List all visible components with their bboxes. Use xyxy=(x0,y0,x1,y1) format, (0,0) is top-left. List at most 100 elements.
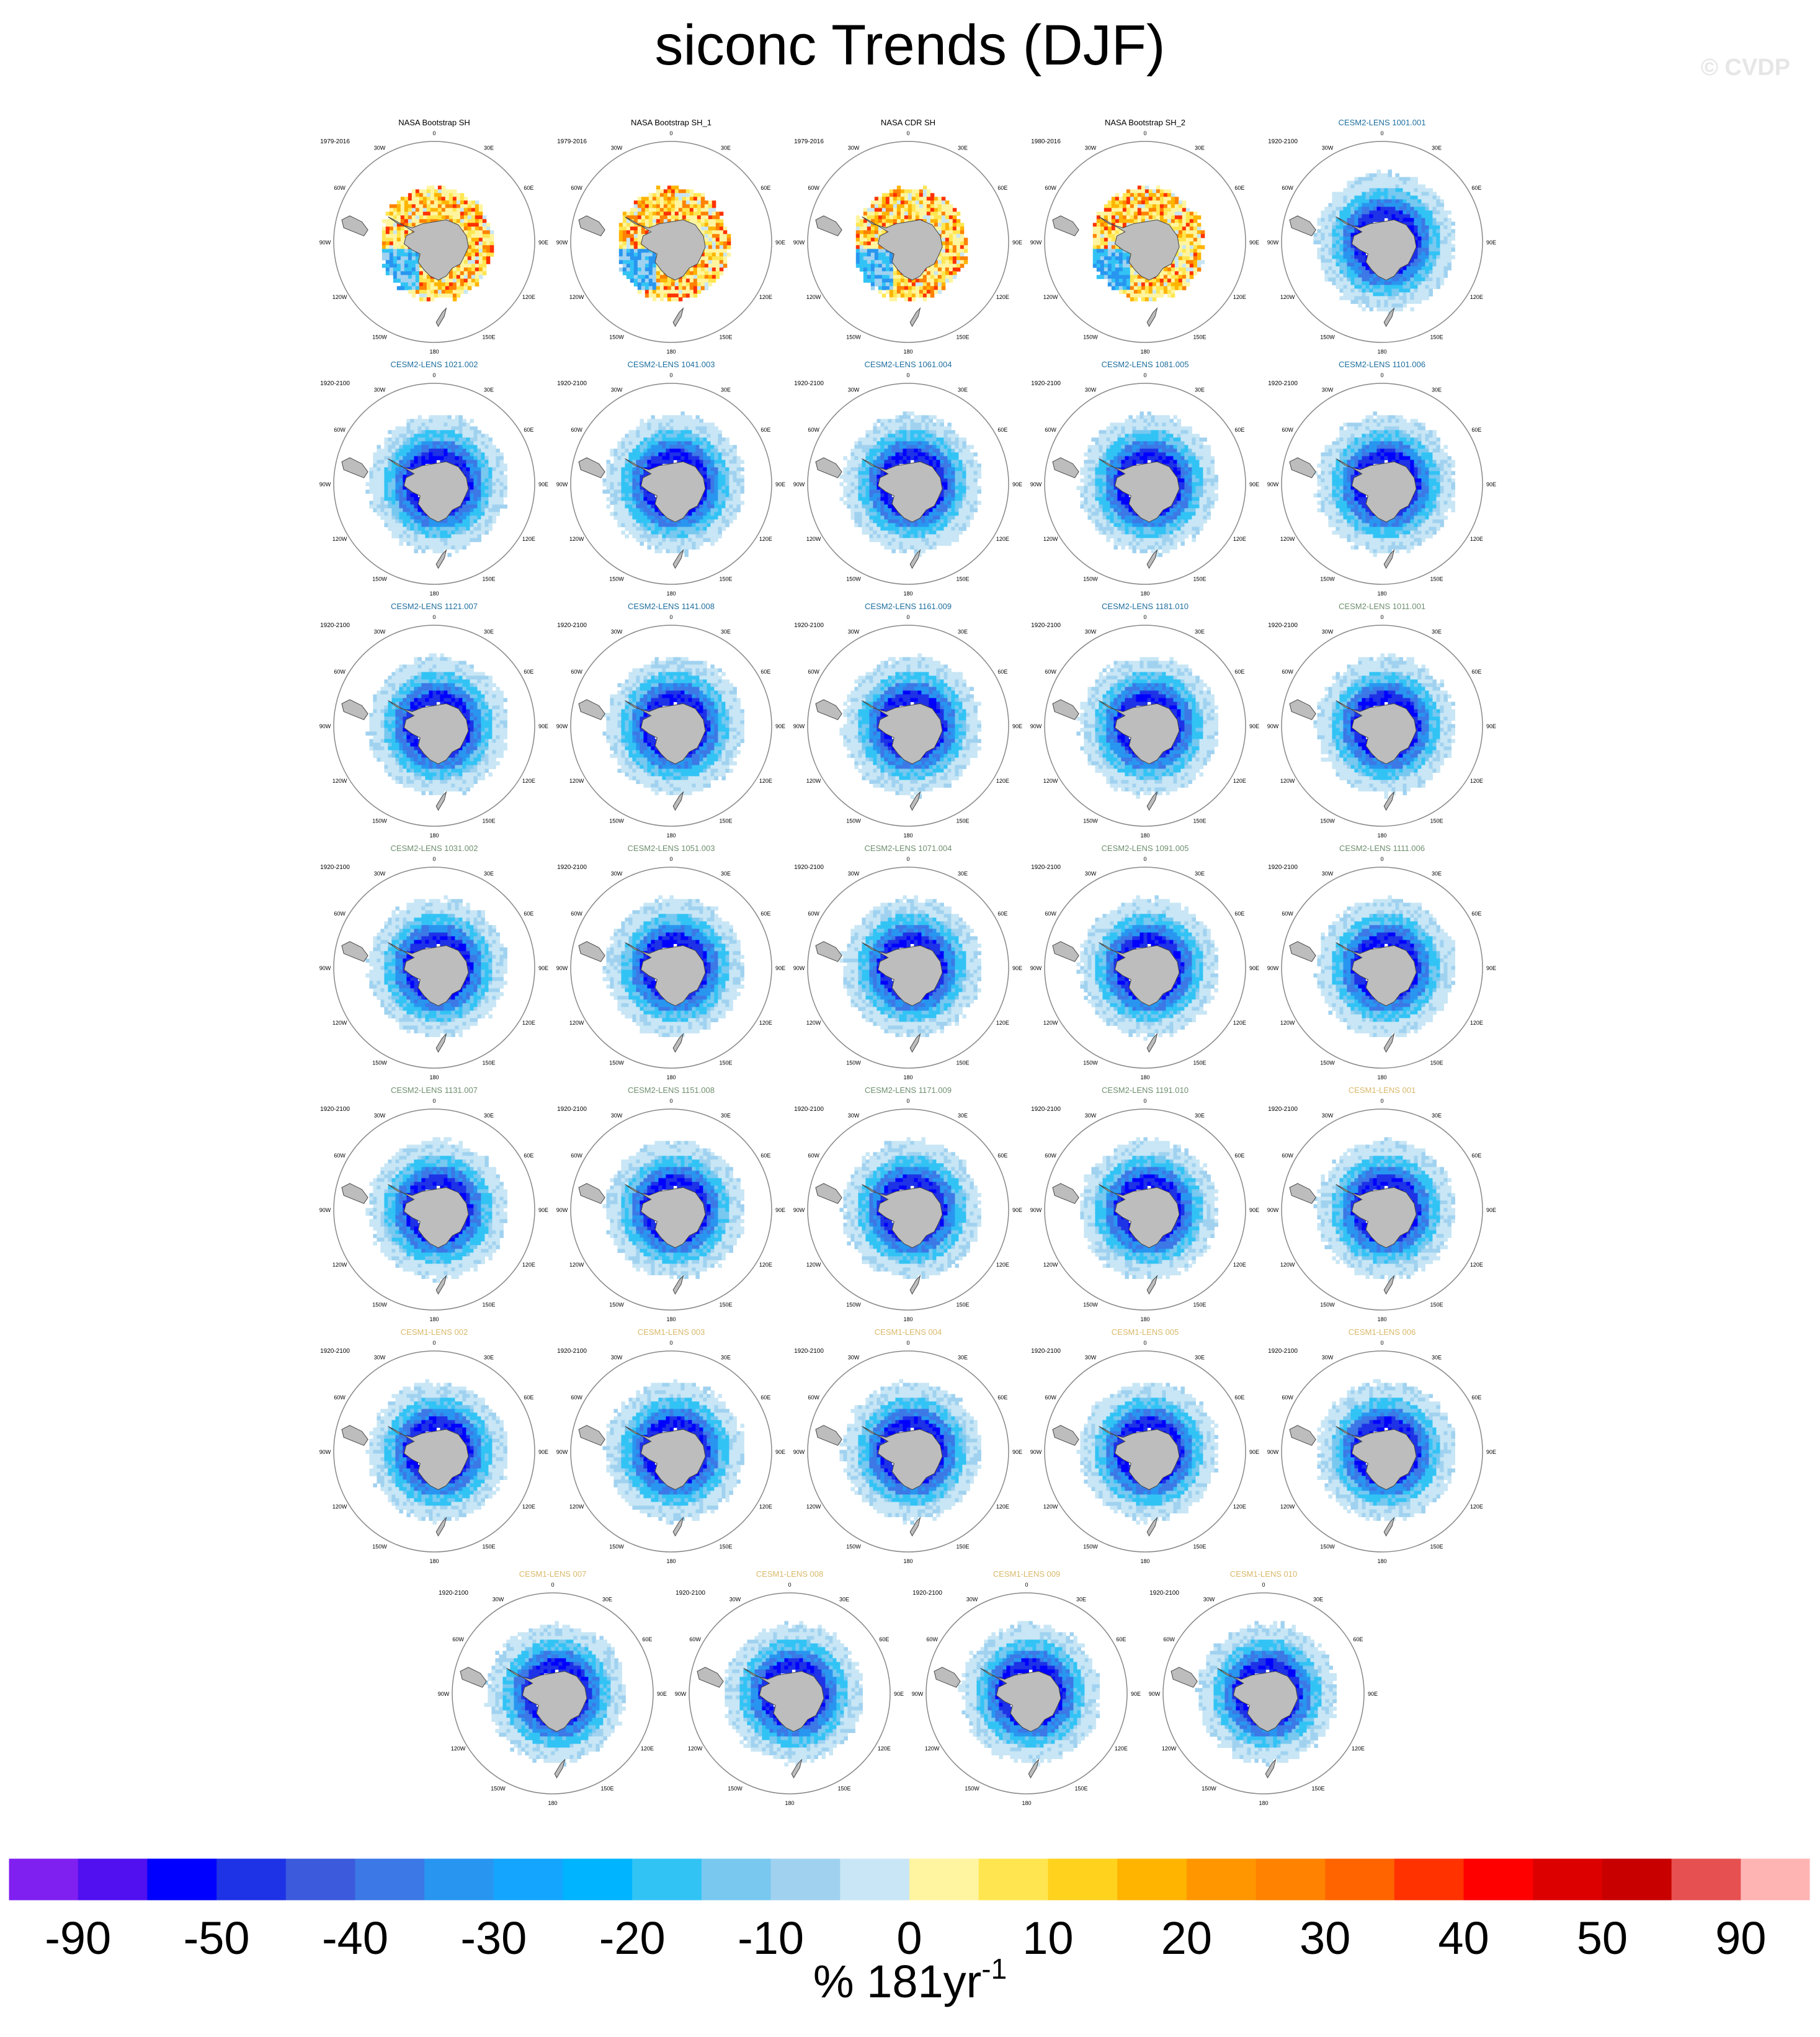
lon-tick-label: 150W xyxy=(1083,1543,1098,1549)
panel-period: 1920-2100 xyxy=(1031,622,1061,629)
lon-tick-label: 30W xyxy=(1322,145,1334,151)
new-zealand-landmass xyxy=(435,791,447,811)
lon-tick-label: 0 xyxy=(1380,130,1383,136)
lon-tick-label: 30E xyxy=(1195,1113,1205,1119)
lon-tick-label: 120E xyxy=(1233,1504,1246,1510)
lon-tick-label: 90W xyxy=(1030,1207,1042,1213)
lon-tick-label: 120W xyxy=(1280,1262,1295,1268)
antarctica-landmass xyxy=(1099,700,1180,765)
panel-title: CESM2-LENS 1151.008 xyxy=(628,1085,715,1095)
lon-tick-label: 60E xyxy=(1471,669,1481,675)
map-boundary xyxy=(1281,867,1483,1069)
lon-tick-label: 30E xyxy=(1432,387,1442,393)
panel-period: 1980-2016 xyxy=(1031,138,1061,145)
lon-tick-label: 180 xyxy=(903,349,912,355)
lon-tick-label: 180 xyxy=(1259,1800,1268,1806)
panel-title: CESM2-LENS 1131.007 xyxy=(391,1085,478,1095)
colorbar-swatch xyxy=(632,1858,702,1901)
lon-tick-label: 150E xyxy=(1311,1785,1324,1791)
lon-tick-label: 30E xyxy=(484,1355,494,1361)
lon-tick-label: 30W xyxy=(1085,145,1097,151)
map-panel: CESM2-LENS 1111.006 1920-2100 0 30E 60E 90E 12… xyxy=(1267,844,1496,1081)
south-america-landmass xyxy=(815,215,842,236)
panel-period: 1920-2100 xyxy=(320,864,350,871)
lon-tick-label: 30W xyxy=(374,145,386,151)
lon-tick-label: 30W xyxy=(729,1597,741,1603)
lon-tick-label: 30W xyxy=(848,1355,860,1361)
lon-tick-label: 60E xyxy=(524,1394,533,1401)
lon-tick-label: 30E xyxy=(1432,871,1442,877)
lon-tick-label: 90W xyxy=(319,481,331,488)
lon-tick-label: 120E xyxy=(1470,1020,1483,1026)
lon-tick-label: 90W xyxy=(1267,723,1279,729)
lon-tick-label: 30E xyxy=(484,387,494,393)
lon-tick-label: 60W xyxy=(1282,1394,1293,1401)
lon-tick-label: 120W xyxy=(1043,294,1058,300)
panel-period: 1920-2100 xyxy=(557,864,587,871)
panel-period: 1920-2100 xyxy=(794,622,824,629)
map-panel: CESM1-LENS 008 1920-2100 0 30E 60E 90E 120E 150… xyxy=(675,1569,904,1806)
lon-tick-label: 180 xyxy=(666,349,676,355)
colorbar-swatch xyxy=(701,1858,772,1901)
lon-tick-label: 150E xyxy=(956,334,969,340)
lon-tick-label: 30E xyxy=(1195,871,1205,877)
lon-tick-label: 120E xyxy=(759,1020,772,1026)
colorbar-tick-label: 10 xyxy=(1022,1912,1073,1964)
lon-tick-label: 90W xyxy=(793,965,805,971)
lon-tick-label: 60W xyxy=(1163,1636,1175,1643)
south-america-landmass xyxy=(578,1425,605,1446)
lon-tick-label: 90W xyxy=(793,1207,805,1213)
lon-tick-label: 120W xyxy=(569,294,584,300)
panel-title: CESM1-LENS 010 xyxy=(1230,1569,1297,1579)
lon-tick-label: 0 xyxy=(1380,1098,1383,1104)
lon-tick-label: 120E xyxy=(759,536,772,542)
lon-tick-label: 30W xyxy=(1322,629,1334,635)
lon-tick-label: 60W xyxy=(1045,1394,1056,1401)
panel-period: 1979-2016 xyxy=(320,138,350,145)
lon-tick-label: 30W xyxy=(848,387,860,393)
lon-tick-label: 120W xyxy=(1043,1020,1058,1026)
lon-tick-label: 90E xyxy=(1249,965,1259,971)
lon-tick-label: 90W xyxy=(1267,481,1279,488)
lon-tick-label: 180 xyxy=(1022,1800,1031,1806)
lon-tick-label: 30E xyxy=(1432,1355,1442,1361)
panel-period: 1920-2100 xyxy=(320,622,350,629)
lon-tick-label: 90W xyxy=(556,1449,568,1455)
lon-tick-label: 120W xyxy=(925,1745,940,1752)
map-boundary xyxy=(1281,1108,1483,1311)
lon-tick-label: 60W xyxy=(571,1394,582,1401)
lon-tick-label: 30E xyxy=(721,387,731,393)
lon-tick-label: 150E xyxy=(482,334,495,340)
lon-tick-label: 60E xyxy=(761,1152,770,1159)
lon-tick-label: 30W xyxy=(1085,629,1097,635)
south-america-landmass xyxy=(1052,1425,1079,1446)
lon-tick-label: 0 xyxy=(1143,1340,1146,1346)
lon-tick-label: 120W xyxy=(806,294,821,300)
lon-tick-label: 120W xyxy=(688,1745,703,1752)
antarctica-landmass xyxy=(388,1184,469,1249)
lon-tick-label: 0 xyxy=(1025,1582,1028,1588)
colorbar-tick-label: 0 xyxy=(896,1912,922,1964)
lon-tick-label: 150W xyxy=(1320,818,1335,824)
lon-tick-label: 0 xyxy=(906,130,909,136)
panel-title: NASA Bootstrap SH xyxy=(398,118,470,127)
lon-tick-label: 30E xyxy=(839,1597,849,1603)
lon-tick-label: 120E xyxy=(1352,1745,1365,1752)
colorbar-tick-label: -90 xyxy=(45,1912,111,1964)
south-america-landmass xyxy=(341,457,368,478)
antarctica-landmass xyxy=(862,1426,943,1491)
map-boundary xyxy=(1044,625,1246,827)
lon-tick-label: 120E xyxy=(759,778,772,784)
lon-tick-label: 120W xyxy=(1162,1745,1177,1752)
lon-tick-label: 90W xyxy=(793,1449,805,1455)
new-zealand-landmass xyxy=(554,1758,566,1779)
colorbar-tick-label: 90 xyxy=(1715,1912,1766,1964)
lon-tick-label: 90E xyxy=(1486,1207,1496,1213)
lon-tick-label: 60E xyxy=(997,1394,1007,1401)
lon-tick-label: 60W xyxy=(689,1636,701,1643)
lon-tick-label: 60W xyxy=(334,427,346,433)
map-boundary xyxy=(807,141,1009,343)
new-zealand-landmass xyxy=(909,307,921,328)
lon-tick-label: 150W xyxy=(609,1059,624,1066)
